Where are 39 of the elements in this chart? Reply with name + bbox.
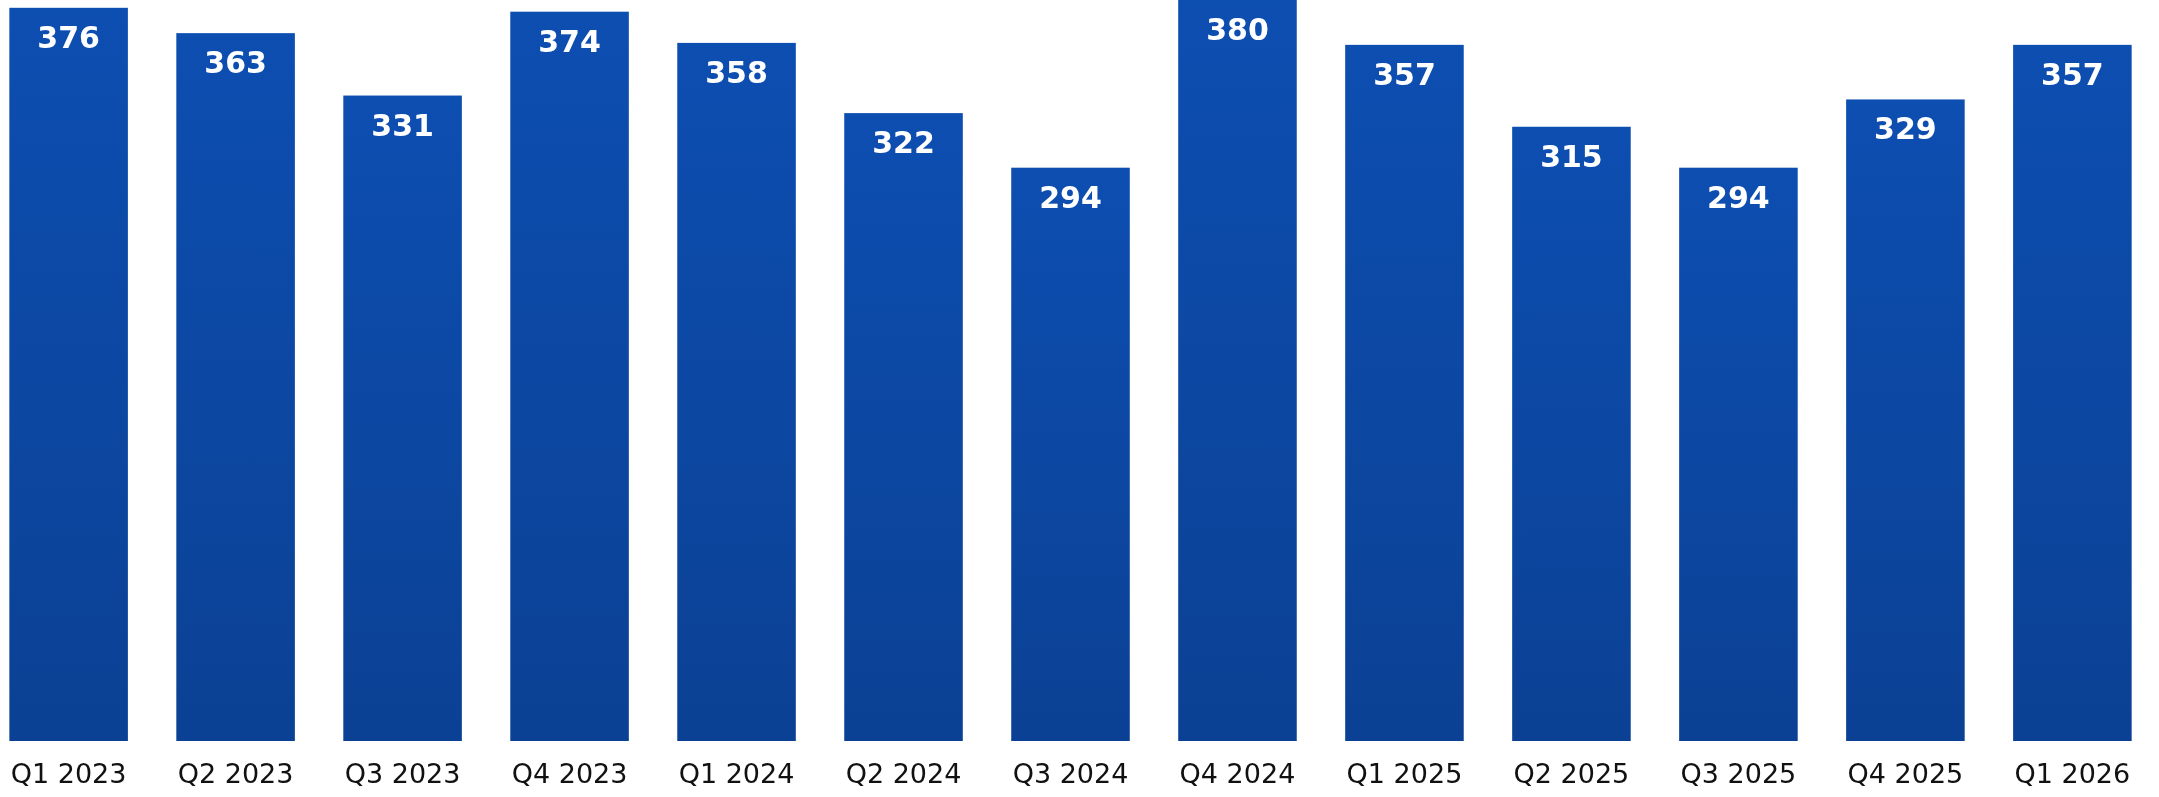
- bar: [9, 7, 128, 741]
- bar: [343, 95, 462, 741]
- data-label: 294: [1707, 179, 1770, 215]
- x-tick-label: Q4 2023: [511, 758, 628, 789]
- data-label: 376: [37, 19, 100, 55]
- x-tick-label: Q1 2026: [2014, 758, 2131, 789]
- data-label: 331: [371, 107, 434, 143]
- x-tick-label: Q3 2024: [1012, 758, 1129, 789]
- bar: [1011, 167, 1130, 741]
- bar: [176, 33, 295, 741]
- data-label: 329: [1874, 111, 1937, 147]
- data-label: 380: [1206, 12, 1269, 47]
- bar: [844, 113, 963, 741]
- bar: [2013, 44, 2132, 741]
- data-label: 322: [872, 125, 935, 161]
- x-tick-label: Q1 2024: [678, 758, 795, 789]
- data-label: 315: [1540, 138, 1603, 174]
- x-tick-label: Q3 2023: [344, 758, 461, 789]
- x-tick-label: Q4 2025: [1847, 758, 1964, 789]
- data-label: 363: [204, 45, 267, 81]
- x-tick-label: Q1 2023: [10, 758, 127, 789]
- x-tick-label: Q1 2025: [1346, 758, 1463, 789]
- bar: [677, 42, 796, 741]
- data-label: 357: [1373, 56, 1436, 92]
- data-label: 374: [538, 23, 601, 59]
- x-tick-label: Q2 2025: [1513, 758, 1630, 789]
- bar: [1679, 167, 1798, 741]
- x-tick-label: Q4 2024: [1179, 758, 1296, 789]
- bar: [1512, 126, 1631, 741]
- x-tick-label: Q2 2023: [177, 758, 294, 789]
- data-label: 358: [705, 54, 768, 90]
- bar: [1846, 99, 1965, 741]
- data-label: 294: [1039, 179, 1102, 215]
- bar: [1345, 44, 1464, 741]
- x-tick-label: Q2 2024: [845, 758, 962, 789]
- x-tick-label: Q3 2025: [1680, 758, 1797, 789]
- bar: [510, 11, 629, 741]
- bar: [1178, 0, 1297, 741]
- data-label: 357: [2041, 56, 2104, 92]
